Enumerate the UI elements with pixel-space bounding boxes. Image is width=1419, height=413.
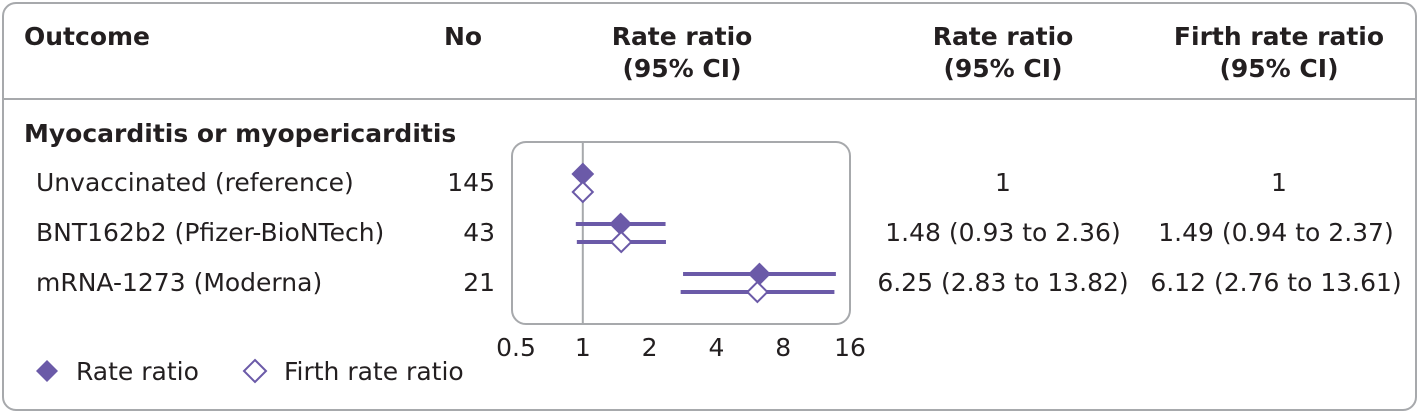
- filled-diamond-icon: [36, 360, 58, 382]
- row-label-bnt162b2: BNT162b2 (Pfizer-BioNTech): [36, 218, 385, 247]
- x-tick-label: 0.5: [496, 333, 536, 362]
- header-rate-ratio-plot: Rate ratio (95% CI): [582, 21, 782, 85]
- row-rr-mrna1273: 6.25 (2.83 to 13.82): [877, 268, 1129, 297]
- row-firth-mrna1273: 6.12 (2.76 to 13.61): [1150, 268, 1402, 297]
- row-n-bnt162b2: 43: [463, 218, 495, 247]
- header-rate-ratio-line2: (95% CI): [943, 54, 1063, 83]
- row-rr-unvaccinated: 1: [995, 168, 1011, 197]
- header-rate-ratio-plot-line2: (95% CI): [622, 54, 742, 83]
- header-rate-ratio: Rate ratio (95% CI): [903, 21, 1103, 85]
- row-label-mrna1273: mRNA-1273 (Moderna): [36, 268, 323, 297]
- open-diamond-icon: [242, 358, 268, 384]
- forest-plot: 0.5 1 2 4 8 16: [496, 141, 866, 362]
- header-firth-line1: Firth rate ratio: [1173, 22, 1385, 51]
- row-firth-bnt162b2: 1.49 (0.94 to 2.37): [1158, 218, 1394, 247]
- header-firth-line2: (95% CI): [1219, 54, 1339, 83]
- legend-firth-rate-ratio: Firth rate ratio: [242, 356, 464, 388]
- row-rr-bnt162b2: 1.48 (0.93 to 2.36): [885, 218, 1121, 247]
- header-outcome: Outcome: [24, 22, 151, 51]
- plot-frame: [511, 141, 851, 325]
- x-tick-label: 4: [708, 333, 724, 362]
- legend-firth-rate-ratio-label: Firth rate ratio: [283, 357, 464, 386]
- row-firth-unvaccinated: 1: [1271, 168, 1287, 197]
- x-tick-label: 1: [575, 333, 591, 362]
- point-rate-ratio: [747, 262, 771, 286]
- header-no: No: [444, 22, 483, 51]
- header-divider: [4, 98, 1415, 100]
- point-firth-rate-ratio: [571, 180, 595, 204]
- point-firth-rate-ratio: [745, 280, 769, 304]
- header-firth-rate-ratio: Firth rate ratio (95% CI): [1154, 21, 1404, 85]
- row-n-mrna1273: 21: [463, 268, 495, 297]
- header-rate-ratio-plot-line1: Rate ratio: [611, 22, 753, 51]
- point-firth-rate-ratio: [609, 230, 633, 254]
- point-rate-ratio: [609, 212, 632, 236]
- x-tick-label: 2: [642, 333, 658, 362]
- x-tick-label: 8: [775, 333, 791, 362]
- legend-rate-ratio-label: Rate ratio: [75, 357, 199, 386]
- row-n-unvaccinated: 145: [447, 168, 495, 197]
- row-label-unvaccinated: Unvaccinated (reference): [36, 168, 354, 197]
- x-tick-label: 16: [834, 333, 866, 362]
- legend-rate-ratio: Rate ratio: [34, 356, 199, 388]
- section-title: Myocarditis or myopericarditis: [24, 119, 457, 148]
- plot-marks: 0.5 1 2 4 8 16: [496, 142, 866, 362]
- header-rate-ratio-line1: Rate ratio: [932, 22, 1074, 51]
